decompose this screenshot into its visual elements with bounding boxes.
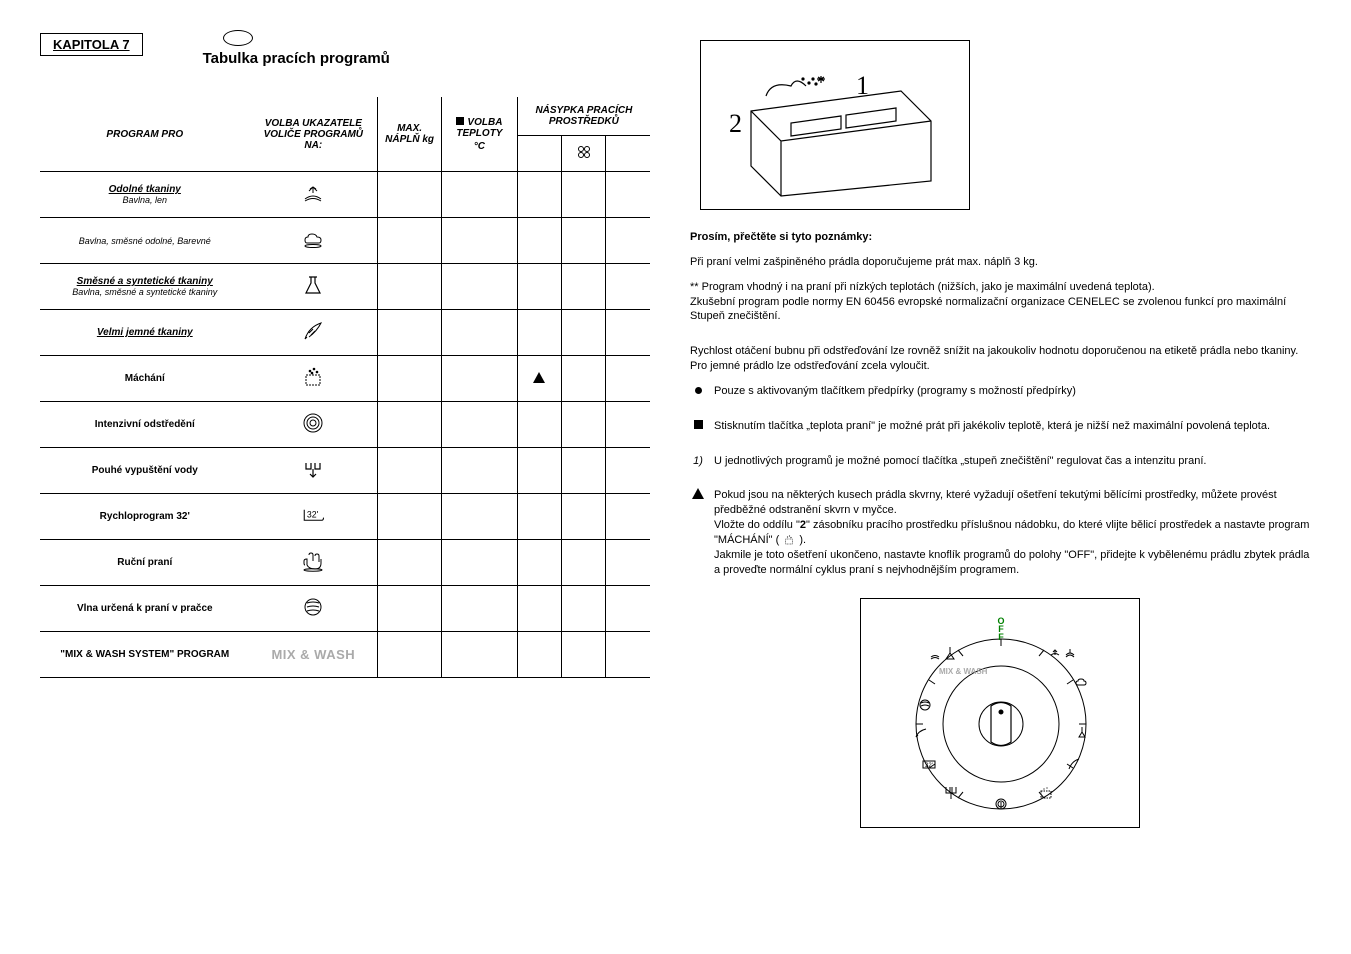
triangle-icon [692, 488, 704, 499]
dial-icon-cloud [250, 218, 378, 264]
oval-decor [223, 30, 253, 46]
note-square-text: Stisknutím tlačítka „teplota praní" je m… [714, 419, 1310, 434]
table-row: Bavlna, směsné odolné, Barevné [40, 218, 650, 264]
prog-main: Odolné tkaniny [44, 184, 246, 195]
temp-unit: °C [474, 141, 485, 152]
prog-main: Směsné a syntetické tkaniny [44, 276, 246, 287]
prog-label: "MIX & WASH SYSTEM" PROGRAM [40, 632, 250, 678]
prog-label: Intenzivní odstředění [40, 402, 250, 448]
notes-title: Prosím, přečtěte si tyto poznámky: [690, 230, 1310, 245]
th-temp: VOLBA TEPLOTY °C [442, 97, 518, 172]
table-row: Směsné a syntetické tkaninyBavlna, směsn… [40, 264, 650, 310]
note-p3: Rychlost otáčení bubnu při odstřeďování … [690, 344, 1310, 374]
header-row: KAPITOLA 7 Tabulka pracích programů [40, 30, 650, 67]
dial-icon-wool [250, 586, 378, 632]
dial-icon-feather [250, 310, 378, 356]
svg-text:32': 32' [925, 763, 933, 769]
rinse-inline-icon [782, 533, 796, 547]
note-asterisk: ** Program vhodný i na praní při nízkých… [690, 280, 1310, 335]
note-1-marker: 1) [690, 454, 706, 469]
note-bullet: Pouze s aktivovaným tlačítkem předpírky … [690, 384, 1310, 409]
prog-label: Ruční praní [40, 540, 250, 586]
drawer-svg [721, 61, 951, 201]
page-title: Tabulka pracích programů [203, 50, 390, 67]
program-dial-diagram: O F F MIX & WASH 32' [860, 598, 1140, 828]
table-row: Velmi jemné tkaniny [40, 310, 650, 356]
note-1-text: U jednotlivých programů je možné pomocí … [714, 454, 1310, 469]
drawer-label-2: 2 [729, 109, 742, 139]
d1-triangle [517, 356, 561, 402]
note-bullet-text: Pouze s aktivovaným tlačítkem předpírky … [714, 384, 1310, 399]
dial-icon-hand [250, 540, 378, 586]
prog-label: Vlna určená k praní v pračce [40, 586, 250, 632]
detergent-drawer-diagram: 1 2 [700, 40, 970, 210]
note-p1: Při praní velmi zašpiněného prádla dopor… [690, 255, 1310, 270]
dial-icon-32: 32' [250, 494, 378, 540]
table-row: Vlna určená k praní v pračce [40, 586, 650, 632]
prog-label: Máchání [40, 356, 250, 402]
table-row: Odolné tkaninyBavlna, len [40, 172, 650, 218]
th-program: PROGRAM PRO [40, 97, 250, 172]
th-d3 [606, 136, 650, 172]
dial-icon-drain [250, 448, 378, 494]
th-detergent: NÁSYPKA PRACÍCH PROSTŘEDKŮ [517, 97, 650, 136]
table-row: Máchání [40, 356, 650, 402]
svg-text:F: F [998, 632, 1004, 642]
table-row: Intenzivní odstředění [40, 402, 650, 448]
th-dial: VOLBA UKAZATELE VOLIČE PROGRAMŮ NA: [250, 97, 378, 172]
left-column: KAPITOLA 7 Tabulka pracích programů PROG… [40, 30, 650, 924]
programs-table: PROGRAM PRO VOLBA UKAZATELE VOLIČE PROGR… [40, 97, 650, 678]
square-icon [694, 420, 703, 429]
note-p2a: ** Program vhodný i na praní při nízkých… [690, 281, 1155, 293]
dial-icon-mixwash: MIX & WASH [250, 632, 378, 678]
prog-sub: Bavlna, směsné a syntetické tkaniny [44, 287, 246, 297]
bullet-icon [695, 387, 702, 394]
dial-mix-label: MIX & WASH [939, 667, 988, 676]
programs-tbody: Odolné tkaninyBavlna, len Bavlna, směsné… [40, 172, 650, 678]
th-max: MAX. NÁPLŇ kg [378, 97, 442, 172]
table-row: Ruční praní [40, 540, 650, 586]
note-1: 1) U jednotlivých programů je možné pomo… [690, 454, 1310, 479]
note-p2b: Zkušební program podle normy EN 60456 ev… [690, 296, 1286, 323]
th-d1 [517, 136, 561, 172]
note-triangle-text: Pokud jsou na některých kusech prádla sk… [714, 488, 1310, 577]
th-d2 [561, 136, 605, 172]
chapter-label: KAPITOLA 7 [40, 33, 143, 56]
table-row: Rychloprogram 32' 32' [40, 494, 650, 540]
dial-icon-rinse [250, 356, 378, 402]
note-square: Stisknutím tlačítka „teplota praní" je m… [690, 419, 1310, 444]
prog-main: Velmi jemné tkaniny [44, 327, 246, 338]
table-row: "MIX & WASH SYSTEM" PROGRAM MIX & WASH [40, 632, 650, 678]
right-column: 1 2 Prosím, přečtěte si tyto poznámky: P… [690, 30, 1310, 924]
drawer-label-1: 1 [856, 71, 869, 101]
prog-sub: Bavlna, len [44, 195, 246, 205]
svg-text:32': 32' [307, 510, 319, 520]
table-row: Pouhé vypuštění vody [40, 448, 650, 494]
dial-icon-spin [250, 402, 378, 448]
dial-icon-flask [250, 264, 378, 310]
prog-label: Pouhé vypuštění vody [40, 448, 250, 494]
dial-icon-heavy [250, 172, 378, 218]
notes-section: Prosím, přečtěte si tyto poznámky: Při p… [690, 230, 1310, 588]
prog-label: Rychloprogram 32' [40, 494, 250, 540]
note-triangle: Pokud jsou na některých kusech prádla sk… [690, 488, 1310, 587]
prog-sub: Bavlna, směsné odolné, Barevné [44, 236, 246, 246]
